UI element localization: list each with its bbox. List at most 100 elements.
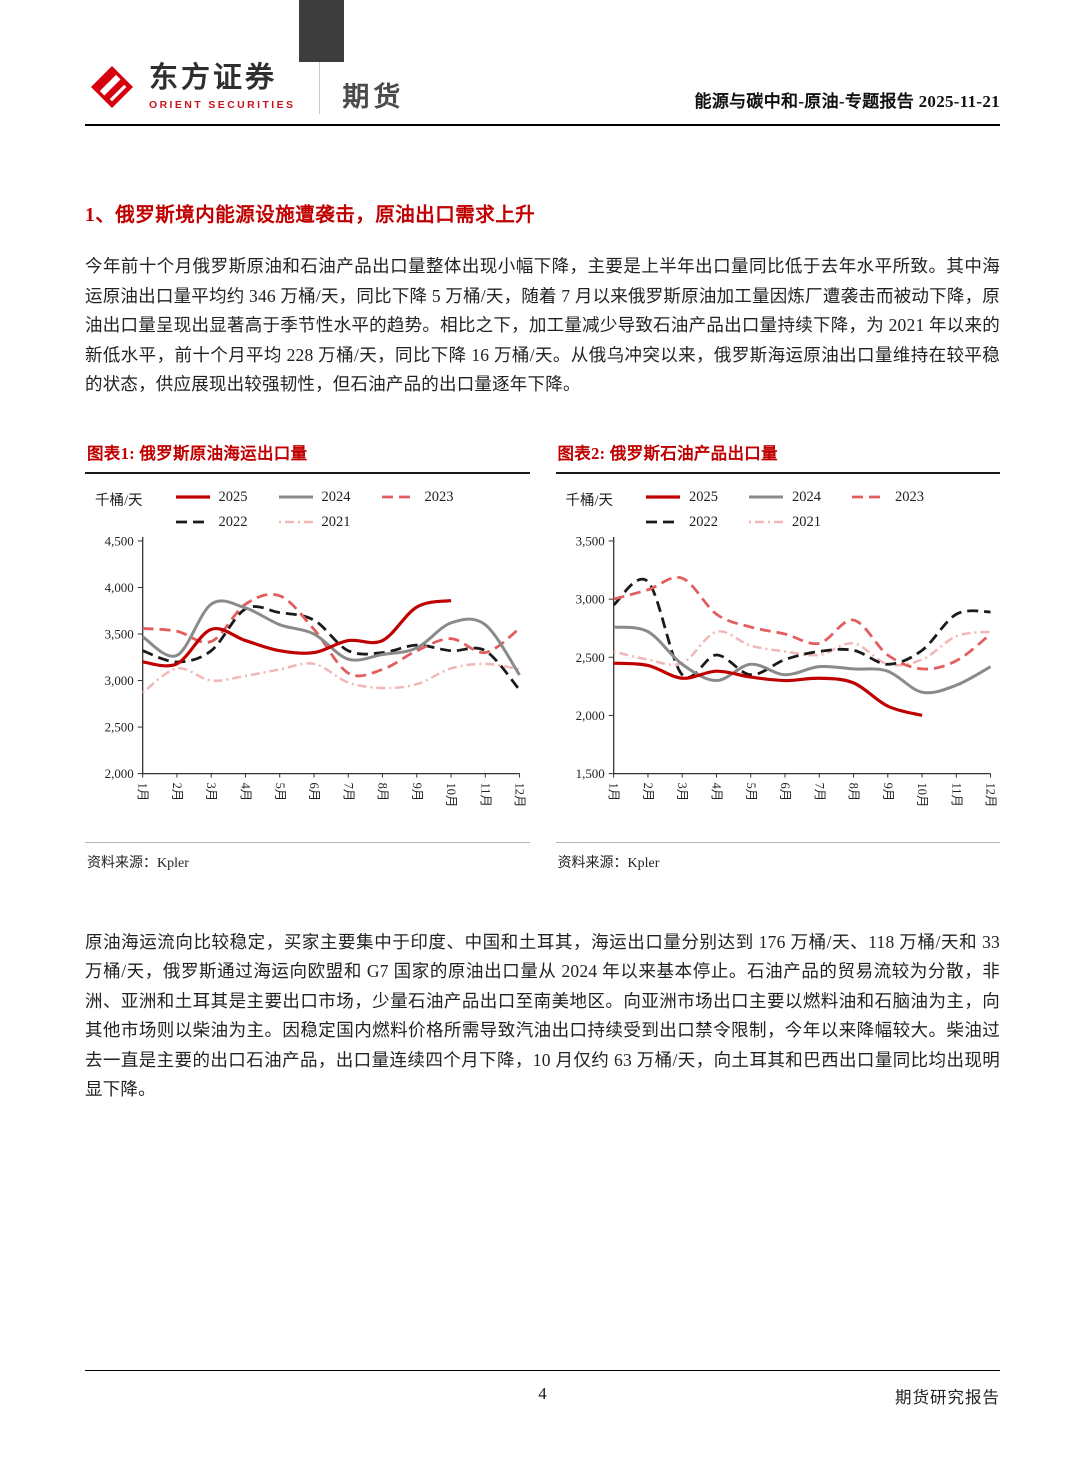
series-line-2023 (142, 592, 521, 677)
series-line-2022 (142, 604, 521, 691)
y-tick-label: 3,000 (105, 673, 134, 688)
chart-plot: 2,000 2,500 3,000 3,500 4,000 4,500 1月 2月 3月 4月 5月… (105, 533, 527, 807)
legend-row: 2025 2024 2023 (175, 489, 454, 506)
x-tick-label: 7月 (341, 782, 355, 801)
series-line-2023 (612, 575, 991, 670)
legend-label: 2023 (424, 488, 454, 505)
legend-item-2022: 2022 (645, 514, 718, 531)
header-rule (85, 124, 1000, 126)
legend-swatch-icon (749, 520, 784, 524)
chart-legend: 2025 2024 2023 2022 2021 (645, 486, 924, 531)
charts-row: 图表1: 俄罗斯原油海运出口量 千桶/天 2025 2024 2023 2022 2021… (85, 440, 1000, 872)
legend-label: 2024 (792, 488, 822, 505)
x-tick-label: 1月 (136, 782, 150, 801)
x-tick-label: 8月 (376, 782, 390, 801)
x-tick-label: 2月 (170, 782, 184, 801)
legend-label: 2021 (792, 513, 822, 530)
brand-text: 东方证券 ORIENT SECURITIES (149, 62, 296, 111)
header-dark-tab (299, 0, 344, 62)
chart-header-row: 千桶/天 2025 2024 2023 2022 2021 (85, 486, 530, 531)
legend-swatch-icon (175, 495, 210, 499)
legend-swatch-icon (175, 520, 210, 524)
chart-header-row: 千桶/天 2025 2024 2023 2022 2021 (556, 486, 1001, 531)
y-axis-unit-label: 千桶/天 (565, 492, 614, 509)
x-tick-label: 3月 (675, 782, 689, 801)
chart-2-source: 资料来源：Kpler (555, 841, 1000, 872)
y-tick-label: 2,000 (105, 766, 134, 781)
x-tick-label: 5月 (273, 782, 287, 801)
legend-item-2025: 2025 (645, 489, 718, 506)
report-title-meta: 能源与碳中和-原油-专题报告 2025-11-21 (694, 92, 1000, 111)
legend-item-2022: 2022 (175, 514, 248, 531)
legend-swatch-icon (646, 495, 681, 499)
legend-item-2025: 2025 (175, 489, 248, 506)
chart-1-title: 图表1: 俄罗斯原油海运出口量 (85, 440, 530, 474)
paragraph-1: 今年前十个月俄罗斯原油和石油产品出口量整体出现小幅下降，主要是上半年出口量同比低… (85, 256, 1000, 394)
page-footer: 4 期货研究报告 (0, 1370, 1080, 1466)
page-content: 1、俄罗斯境内能源设施遭袭击，原油出口需求上升 今年前十个月俄罗斯原油和石油产品… (0, 126, 1080, 1105)
legend-item-2023: 2023 (851, 489, 924, 506)
y-tick-label: 2,000 (575, 707, 604, 722)
x-tick-label: 8月 (846, 782, 860, 801)
chart-block-2: 图表2: 俄罗斯石油产品出口量 千桶/天 2025 2024 2023 2022 2021… (555, 440, 1001, 872)
page-number: 4 (538, 1384, 547, 1403)
section-heading: 1、俄罗斯境内能源设施遭袭击，原油出口需求上升 (85, 205, 536, 226)
chart-2-title: 图表2: 俄罗斯石油产品出口量 (555, 440, 1000, 474)
orient-securities-logo-icon (85, 60, 139, 114)
chart-2-canvas: 千桶/天 2025 2024 2023 2022 2021 1,500 2,000 2,500 3… (556, 474, 1001, 834)
x-tick-label: 2月 (640, 782, 654, 801)
x-tick-label: 9月 (880, 782, 894, 801)
footer-report-label: 期货研究报告 (895, 1388, 1000, 1407)
x-tick-label: 6月 (307, 782, 321, 801)
chart-legend: 2025 2024 2023 2022 2021 (175, 486, 454, 531)
legend-swatch-icon (278, 495, 313, 499)
x-tick-label: 6月 (778, 782, 792, 801)
legend-label: 2021 (321, 513, 351, 530)
x-tick-label: 4月 (709, 782, 723, 801)
x-tick-label: 12月 (513, 782, 527, 807)
legend-item-2021: 2021 (748, 514, 821, 531)
legend-label: 2025 (689, 488, 719, 505)
x-tick-label: 11月 (949, 782, 963, 806)
x-tick-label: 3月 (204, 782, 218, 801)
x-tick-label: 1月 (606, 782, 620, 801)
legend-swatch-icon (852, 495, 887, 499)
legend-swatch-icon (278, 520, 313, 524)
chart-plot: 1,500 2,000 2,500 3,000 3,500 1月 2月 3月 4月 5月 6月 7月 8… (575, 533, 997, 807)
legend-swatch-icon (646, 520, 681, 524)
y-tick-label: 3,000 (575, 591, 604, 606)
legend-item-2024: 2024 (278, 489, 351, 506)
y-tick-label: 3,500 (105, 626, 134, 641)
y-tick-label: 4,000 (105, 579, 134, 594)
brand-name-en: ORIENT SECURITIES (149, 98, 296, 111)
series-line-2021 (612, 629, 991, 667)
legend-label: 2023 (895, 488, 925, 505)
chart-1-canvas: 千桶/天 2025 2024 2023 2022 2021 2,000 2,500 3,000 3… (85, 474, 530, 834)
brand-name-cn: 东方证券 (149, 62, 278, 95)
legend-label: 2024 (321, 488, 351, 505)
y-tick-label: 1,500 (575, 766, 604, 781)
brand-divider (319, 60, 321, 114)
x-tick-label: 4月 (238, 782, 252, 801)
y-axis-unit-label: 千桶/天 (95, 492, 143, 509)
division-label: 期货 (342, 81, 405, 112)
chart-1-source: 资料来源：Kpler (85, 841, 530, 872)
legend-item-2021: 2021 (278, 514, 351, 531)
y-tick-label: 2,500 (575, 649, 604, 664)
series-line-2021 (141, 661, 520, 694)
legend-row: 2022 2021 (645, 514, 924, 531)
legend-item-2024: 2024 (748, 489, 821, 506)
x-tick-label: 9月 (410, 782, 424, 801)
legend-swatch-icon (381, 495, 416, 499)
series-line-2024 (141, 598, 521, 676)
legend-row: 2022 2021 (175, 514, 454, 531)
series-line-2024 (612, 625, 991, 694)
x-tick-label: 11月 (478, 782, 492, 806)
legend-swatch-icon (749, 495, 784, 499)
footer-rule: 4 期货研究报告 (85, 1370, 1000, 1412)
y-tick-label: 4,500 (105, 533, 134, 548)
chart-block-1: 图表1: 俄罗斯原油海运出口量 千桶/天 2025 2024 2023 2022 2021… (85, 440, 530, 872)
x-tick-label: 10月 (915, 782, 929, 807)
legend-label: 2022 (218, 513, 248, 530)
